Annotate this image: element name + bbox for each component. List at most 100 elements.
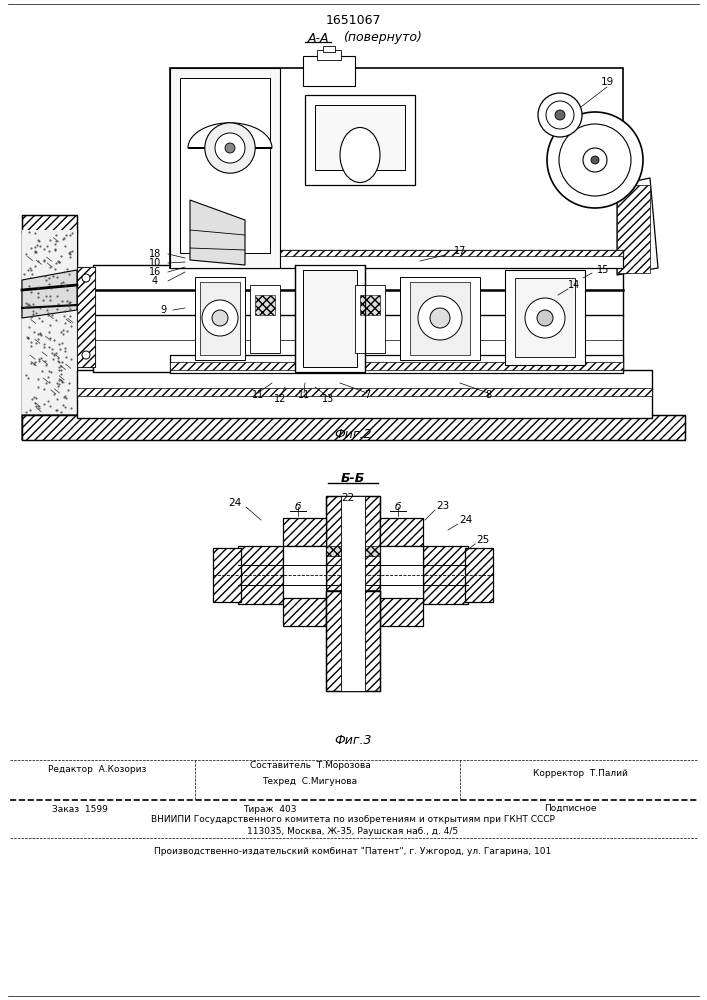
Circle shape [225,143,235,153]
Circle shape [537,310,553,326]
Polygon shape [190,200,245,265]
Bar [360,295,380,315]
Circle shape [215,133,245,163]
Circle shape [546,101,574,129]
Text: 10: 10 [149,258,161,268]
Bar [380,518,423,546]
Bar [170,250,623,256]
Bar [315,105,405,170]
Polygon shape [22,270,77,318]
Circle shape [205,123,255,173]
Bar [77,370,652,418]
Bar [465,548,493,602]
Bar [380,518,423,546]
Bar [305,95,415,185]
Bar [170,68,623,268]
Bar [410,282,470,355]
Text: Б-Б: Б-Б [341,472,365,485]
Bar [180,78,270,253]
Text: 17: 17 [454,246,466,256]
Circle shape [525,298,565,338]
Text: 16: 16 [149,267,161,277]
Bar [22,415,685,440]
Text: Подписное: Подписное [544,804,596,812]
Text: Фиг.2: Фиг.2 [334,428,372,442]
Bar [238,546,283,604]
Text: 25: 25 [477,535,490,545]
Text: 1651067: 1651067 [325,13,381,26]
Bar [423,546,468,604]
Bar [283,546,326,604]
Text: б: б [395,502,401,512]
Text: 15: 15 [597,265,609,275]
Bar [505,270,585,365]
Bar [22,230,77,415]
Bar [22,215,77,233]
Circle shape [430,308,450,328]
Text: 113035, Москва, Ж-35, Раушская наб., д. 4/5: 113035, Москва, Ж-35, Раушская наб., д. … [247,826,459,836]
Text: 13: 13 [322,394,334,404]
Circle shape [559,124,631,196]
Circle shape [202,300,238,336]
Bar [423,546,468,604]
Ellipse shape [340,127,380,182]
Bar [303,270,357,367]
Text: Заказ  1599: Заказ 1599 [52,806,108,814]
Circle shape [418,296,462,340]
Polygon shape [188,123,272,148]
Text: А-А: А-А [308,31,329,44]
Polygon shape [22,415,77,440]
Bar [400,277,480,360]
Text: 22: 22 [341,493,355,503]
Bar [22,215,77,233]
Bar [200,282,240,355]
Text: 18: 18 [149,249,161,259]
Bar [77,267,95,367]
Bar [617,185,650,273]
Text: (повернуто): (повернуто) [343,31,421,44]
Circle shape [547,112,643,208]
Text: 8: 8 [485,390,491,400]
Text: 24: 24 [460,515,472,525]
Text: 14: 14 [568,280,580,290]
Text: 24: 24 [228,498,242,508]
Text: Составитель  Т.Морозова: Составитель Т.Морозова [250,762,370,770]
Text: Техред  С.Мигунова: Техред С.Мигунова [262,776,358,786]
Bar [515,278,575,357]
Text: 9: 9 [160,305,166,315]
Bar [326,496,380,591]
Text: б: б [295,502,301,512]
Bar [283,518,326,546]
Bar [380,546,423,604]
Circle shape [591,156,599,164]
Bar [213,548,241,602]
Bar [355,285,385,353]
Bar [380,598,423,626]
Text: Корректор  Т.Палий: Корректор Т.Палий [532,768,627,778]
Bar [283,598,326,626]
Bar [195,277,245,360]
Text: Производственно-издательский комбинат "Патент", г. Ужгород, ул. Гагарина, 101: Производственно-издательский комбинат "П… [154,846,551,856]
Bar [283,518,326,546]
Bar [22,230,77,415]
Circle shape [212,310,228,326]
Bar [170,355,623,373]
Circle shape [583,148,607,172]
Bar [326,496,380,591]
Bar [22,230,77,415]
Bar [77,267,95,367]
Bar [255,295,275,315]
Bar [465,548,493,602]
Bar [213,548,241,602]
Text: 12: 12 [274,394,286,404]
Bar [77,388,652,396]
Circle shape [82,274,90,282]
Text: Тираж  403: Тираж 403 [243,806,297,814]
Bar [380,598,423,626]
Text: 4: 4 [152,276,158,286]
Bar [303,56,355,86]
Text: 19: 19 [600,77,614,87]
Bar [93,265,623,372]
Bar [283,598,326,626]
Bar [323,46,335,52]
